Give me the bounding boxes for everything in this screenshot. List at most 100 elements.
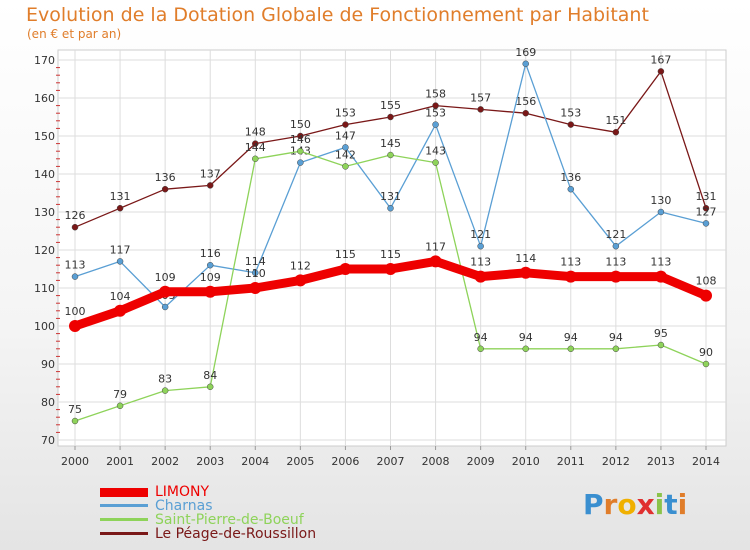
logo-letter: r xyxy=(603,488,618,521)
data-label: 153 xyxy=(335,107,356,120)
data-label: 130 xyxy=(650,194,671,207)
logo-letter: i xyxy=(677,488,688,521)
logo-letter: x xyxy=(636,488,655,521)
data-point xyxy=(114,304,127,317)
data-label: 94 xyxy=(474,331,488,344)
chart-subtitle: (en € et par an) xyxy=(27,27,122,41)
data-label: 155 xyxy=(380,99,401,112)
data-point xyxy=(477,242,484,250)
data-label: 143 xyxy=(425,145,446,158)
legend-swatch xyxy=(100,532,148,535)
legend-swatch xyxy=(100,504,148,507)
data-point xyxy=(297,159,304,166)
data-label: 157 xyxy=(470,91,491,104)
legend-label: Le Péage-de-Roussillon xyxy=(155,526,317,542)
x-tick-label: 2006 xyxy=(331,455,359,468)
data-label: 94 xyxy=(519,331,533,344)
data-label: 156 xyxy=(515,95,536,108)
proxiti-logo: Proxiti xyxy=(583,488,687,521)
data-point xyxy=(519,266,532,279)
legend-swatch xyxy=(100,488,148,497)
data-label: 145 xyxy=(380,137,401,150)
data-point xyxy=(342,144,349,151)
data-point xyxy=(702,220,710,227)
legend-label: Saint-Pierre-de-Boeuf xyxy=(155,512,304,528)
y-tick-label: 120 xyxy=(34,244,55,257)
data-label: 100 xyxy=(65,305,86,318)
data-point xyxy=(522,345,529,353)
data-label: 137 xyxy=(200,167,221,180)
data-label: 83 xyxy=(158,373,172,386)
data-point xyxy=(161,185,169,193)
data-point xyxy=(522,60,529,68)
data-label: 95 xyxy=(654,327,668,340)
data-point xyxy=(206,261,214,269)
data-label: 117 xyxy=(425,240,446,253)
data-label: 144 xyxy=(245,141,266,154)
data-point xyxy=(702,360,710,368)
y-tick-label: 140 xyxy=(34,168,55,181)
data-point xyxy=(477,106,484,113)
data-point xyxy=(387,151,394,159)
data-point xyxy=(342,121,349,128)
data-label: 131 xyxy=(380,190,401,203)
data-label: 84 xyxy=(203,369,217,382)
data-label: 121 xyxy=(605,228,626,241)
data-point xyxy=(429,255,442,268)
data-point xyxy=(116,204,124,212)
data-point xyxy=(657,68,665,75)
data-label: 109 xyxy=(155,271,176,284)
data-point xyxy=(252,269,259,277)
data-label: 79 xyxy=(113,388,127,401)
data-label: 94 xyxy=(564,331,578,344)
legend-label: Charnas xyxy=(155,498,213,514)
x-tick-label: 2002 xyxy=(151,455,179,468)
data-label: 142 xyxy=(335,148,356,161)
y-tick-label: 170 xyxy=(34,54,55,67)
data-label: 110 xyxy=(245,267,266,280)
data-point xyxy=(432,159,439,166)
data-label: 167 xyxy=(650,53,671,66)
data-point xyxy=(71,273,79,280)
y-tick-label: 130 xyxy=(34,206,55,219)
data-point xyxy=(522,109,529,117)
x-tick-label: 2011 xyxy=(557,455,585,468)
data-point xyxy=(567,345,575,353)
data-label: 153 xyxy=(560,107,581,120)
data-point xyxy=(159,285,172,298)
data-point xyxy=(700,289,712,302)
data-label: 116 xyxy=(200,247,221,260)
x-tick-label: 2004 xyxy=(241,455,269,468)
x-tick-label: 2001 xyxy=(106,455,134,468)
data-point xyxy=(477,345,484,353)
data-point xyxy=(612,128,620,136)
data-point xyxy=(252,155,259,163)
data-point xyxy=(474,270,487,283)
data-point xyxy=(297,132,304,140)
logo-letter: i xyxy=(654,488,665,521)
data-point xyxy=(342,163,349,170)
y-tick-label: 80 xyxy=(41,396,55,409)
data-label: 146 xyxy=(290,133,311,146)
x-tick-label: 2000 xyxy=(61,455,89,468)
data-label: 148 xyxy=(245,126,266,139)
data-point xyxy=(702,204,710,212)
data-point xyxy=(387,204,394,212)
data-label: 90 xyxy=(699,346,713,359)
x-tick-label: 2003 xyxy=(196,455,224,468)
data-label: 113 xyxy=(65,259,86,272)
data-label: 127 xyxy=(696,205,717,218)
data-label: 113 xyxy=(470,256,491,269)
x-tick-label: 2013 xyxy=(647,455,675,468)
data-label: 158 xyxy=(425,88,446,101)
data-label: 126 xyxy=(65,209,86,222)
data-point xyxy=(567,121,575,128)
data-point xyxy=(206,182,214,189)
data-point xyxy=(564,270,577,283)
data-point xyxy=(71,417,79,425)
data-label: 131 xyxy=(696,190,717,203)
data-label: 115 xyxy=(380,248,401,261)
data-label: 131 xyxy=(110,190,131,203)
data-label: 113 xyxy=(605,256,626,269)
data-label: 109 xyxy=(200,271,221,284)
